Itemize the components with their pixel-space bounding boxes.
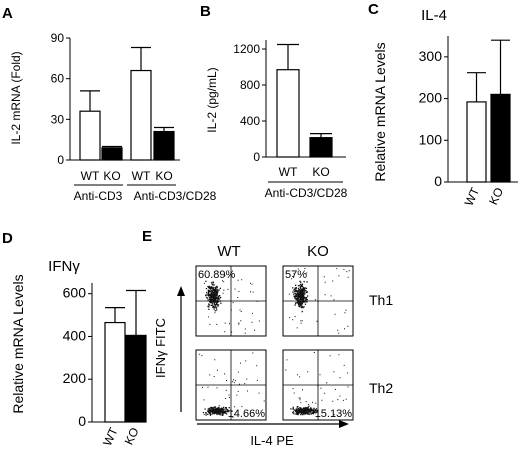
panel-e-quadrant-label: 15.13% <box>315 408 353 420</box>
panel-c-ytick-label: 200 <box>419 90 443 106</box>
panel-a-bar-ko <box>153 130 175 161</box>
panel-d-ylabel: Relative mRNA Levels <box>10 274 26 413</box>
panel-label-e: E <box>142 228 152 245</box>
panel-e-quadrant-label: 60.89% <box>198 269 236 281</box>
panel-c-ytick-label: 100 <box>419 131 443 147</box>
panel-d-bar-ko <box>125 334 147 423</box>
panel-e-flow-cytometry: WT KO Th1 Th2 IFNγ FITC IL-4 PE 60.89% 57… <box>153 243 393 448</box>
panel-e-x-arrowhead <box>339 420 349 428</box>
panel-a-bar-wt <box>130 69 152 161</box>
panel-b-bar-chart: IL-2 (pg/mL) 0 400 800 1200 WT KO Anti-CD3/C… <box>205 40 348 200</box>
panel-a-ytick-label: 90 <box>51 31 65 45</box>
panel-b-bar-wt <box>276 69 300 158</box>
panel-e-row-th1: Th1 <box>369 292 393 308</box>
panel-e-events-th1-wt <box>203 270 260 334</box>
panel-a-ytick-label: 30 <box>51 112 65 126</box>
panel-a-group-label-1: Anti-CD3 <box>74 189 123 203</box>
panel-e-column-wt: WT <box>217 243 240 260</box>
panel-c-ylabel: Relative mRNA Levels <box>372 42 388 181</box>
panel-e-plot-th1-ko: 57% <box>282 265 354 337</box>
panel-d-ytick-label: 400 <box>63 327 87 343</box>
panel-e-plot-th2-ko: 15.13% <box>282 349 354 421</box>
panel-a-bar-wt <box>79 110 101 161</box>
panel-e-quadrant-label: 14.66% <box>228 408 266 420</box>
panel-d-ytick-label: 600 <box>63 285 87 301</box>
panel-b-ylabel: IL-2 (pg/mL) <box>205 67 219 132</box>
panel-e-column-ko: KO <box>307 243 329 260</box>
panel-c-bar-ko <box>490 93 511 183</box>
panel-d-bar-chart: IFNγ Relative mRNA Levels 0 200 400 600 WT K… <box>10 258 147 448</box>
panel-c-ytick-label: 300 <box>419 48 443 64</box>
panel-b-xlabel: Anti-CD3/CD28 <box>265 186 348 200</box>
panel-e-xlabel: IL-4 PE <box>250 433 294 448</box>
panel-label-a: A <box>2 5 13 22</box>
panel-e-quadrant-label: 57% <box>285 269 307 281</box>
panel-b-category-label: WT <box>279 165 298 179</box>
panel-a-bar-ko <box>101 147 123 161</box>
panel-e-plot-th1-wt: 60.89% <box>195 265 267 337</box>
panel-b-ytick-label: 800 <box>240 78 260 92</box>
panel-d-bar-wt <box>104 321 126 423</box>
panel-a-category-label: WT <box>81 169 100 183</box>
panel-a-ylabel: IL-2 mRNA (Fold) <box>9 51 23 144</box>
panel-c-bar-chart: IL-4 Relative mRNA Levels 0 100 200 300 WT K… <box>372 7 518 208</box>
panel-label-c: C <box>368 1 379 18</box>
panel-e-plot-th2-wt: 14.66% <box>195 349 267 421</box>
panel-a-ytick-label: 60 <box>51 72 65 86</box>
panel-d-category-label: WT <box>100 425 121 448</box>
panel-b-category-label: KO <box>312 165 329 179</box>
panel-c-ytick-label: 0 <box>434 173 442 189</box>
panel-a-ytick-label: 0 <box>57 153 64 167</box>
panel-c-category-label: KO <box>486 185 506 207</box>
panel-label-d: D <box>2 230 13 247</box>
panel-e-row-th2: Th2 <box>369 380 393 396</box>
panel-a-category-label: KO <box>103 169 120 183</box>
panel-d-ytick-label: 200 <box>63 370 87 386</box>
panel-b-ytick-label: 1200 <box>233 42 260 56</box>
panel-b-ytick-label: 0 <box>253 150 260 164</box>
panel-c-category-label: WT <box>462 185 483 208</box>
panel-c-title: IL-4 <box>421 7 447 24</box>
panel-b-bar-ko <box>309 137 333 158</box>
panel-d-ytick-label: 0 <box>78 413 86 429</box>
panel-a-category-label: WT <box>132 169 151 183</box>
panel-d-title: IFNγ <box>48 258 80 275</box>
panel-a-category-label: KO <box>155 169 172 183</box>
panel-c-bar-wt <box>466 101 487 183</box>
panel-d-category-label: KO <box>122 425 142 447</box>
panel-e-y-arrowhead <box>177 286 185 296</box>
panel-e-events-th1-ko <box>288 268 350 334</box>
panel-b-ytick-label: 400 <box>240 114 260 128</box>
panel-a-group-label-2: Anti-CD3/CD28 <box>134 189 217 203</box>
panel-label-b: B <box>200 3 211 20</box>
panel-e-ylabel: IFNγ FITC <box>153 318 168 378</box>
